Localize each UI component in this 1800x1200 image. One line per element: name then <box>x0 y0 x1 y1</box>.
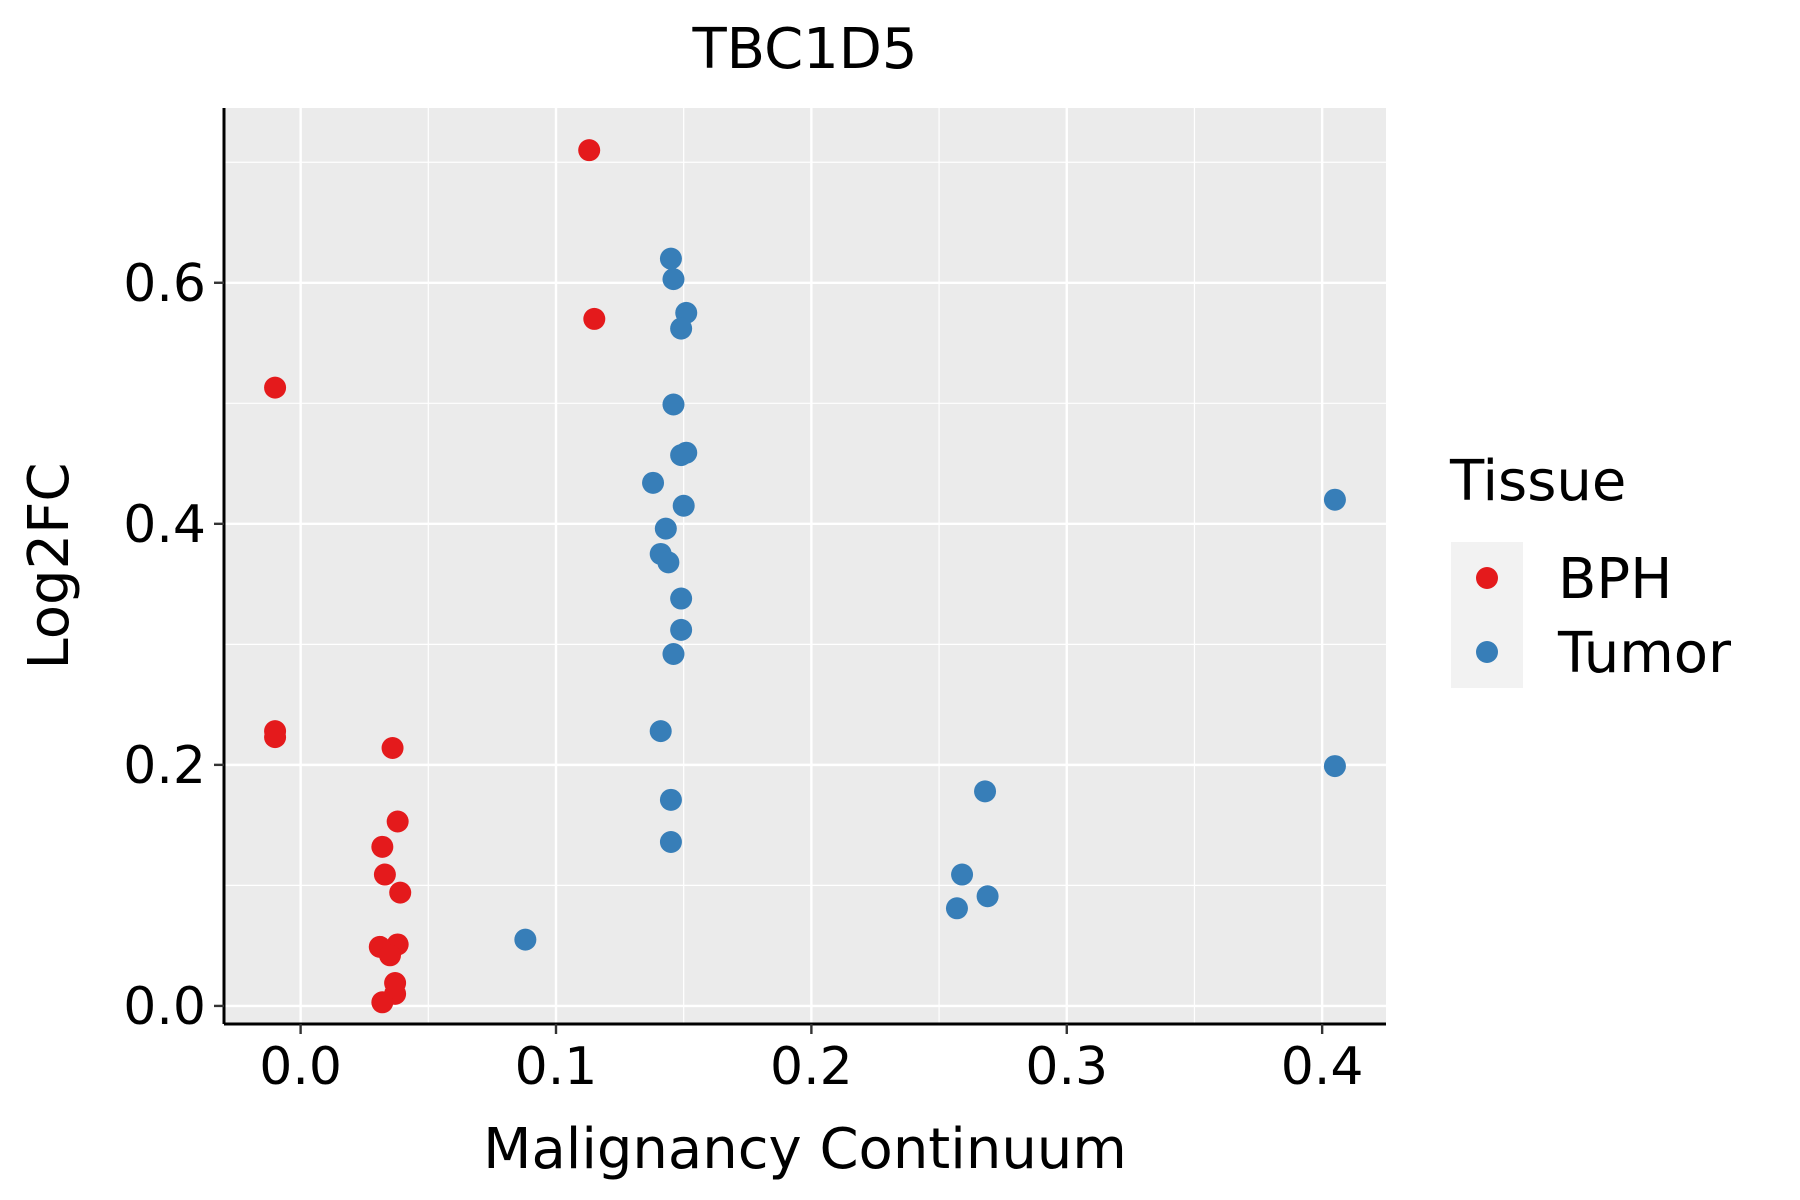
legend-key-background <box>1451 542 1523 688</box>
legend: Tissue BPH Tumor <box>1449 449 1732 688</box>
y-axis-title: Log2FC <box>17 463 82 670</box>
data-point-tumor <box>670 587 693 610</box>
data-point-bph <box>583 307 606 330</box>
data-point-tumor <box>659 247 682 270</box>
data-point-tumor <box>662 268 685 291</box>
data-point-tumor <box>662 393 685 416</box>
legend-label-tumor: Tumor <box>1557 621 1732 686</box>
y-axis-ticks: 0.0 0.2 0.4 0.6 <box>123 254 224 1037</box>
data-point-tumor <box>642 471 665 494</box>
data-point-tumor <box>659 788 682 811</box>
data-point-tumor <box>670 317 693 340</box>
legend-label-bph: BPH <box>1558 547 1672 612</box>
legend-key-bph-icon <box>1476 567 1498 589</box>
data-point-tumor <box>945 897 968 920</box>
y-tick-label: 0.4 <box>123 495 206 555</box>
x-tick-label: 0.2 <box>770 1037 853 1097</box>
data-point-tumor <box>654 517 677 540</box>
data-point-tumor <box>649 720 672 743</box>
x-tick-label: 0.3 <box>1025 1037 1108 1097</box>
legend-title: Tissue <box>1449 449 1626 514</box>
data-point-bph <box>389 881 412 904</box>
data-point-bph <box>264 726 287 749</box>
data-point-bph <box>373 863 396 886</box>
data-point-tumor <box>659 831 682 854</box>
data-point-bph <box>264 376 287 399</box>
y-tick-label: 0.2 <box>123 736 206 796</box>
data-point-tumor <box>670 444 693 467</box>
data-point-bph <box>379 944 401 967</box>
plot-panel <box>224 108 1386 1024</box>
x-tick-label: 0.4 <box>1281 1037 1364 1097</box>
data-point-tumor <box>514 928 537 951</box>
data-point-bph <box>371 835 394 858</box>
x-tick-label: 0.1 <box>515 1037 598 1097</box>
data-point-tumor <box>672 494 695 517</box>
data-point-tumor <box>657 551 680 574</box>
data-point-tumor <box>974 780 997 803</box>
data-point-bph <box>386 810 409 833</box>
data-point-tumor <box>670 618 693 641</box>
data-point-tumor <box>951 863 974 886</box>
x-axis-ticks: 0.0 0.1 0.2 0.3 0.4 <box>259 1024 1364 1097</box>
legend-key-tumor-icon <box>1476 641 1498 663</box>
data-point-tumor <box>662 642 685 665</box>
data-point-tumor <box>1323 488 1346 511</box>
data-point-bph <box>578 139 601 162</box>
data-point-bph <box>381 736 404 759</box>
x-tick-label: 0.0 <box>259 1037 342 1097</box>
data-points <box>264 139 1346 1014</box>
chart-title: TBC1D5 <box>691 17 917 82</box>
grid-minor <box>224 108 1386 1024</box>
grid-major <box>224 108 1386 1024</box>
y-tick-label: 0.6 <box>123 254 206 314</box>
y-tick-label: 0.0 <box>123 977 206 1037</box>
data-point-tumor <box>976 885 999 908</box>
data-point-tumor <box>1323 755 1346 778</box>
data-point-bph <box>371 991 394 1014</box>
x-axis-title: Malignancy Continuum <box>483 1117 1127 1182</box>
